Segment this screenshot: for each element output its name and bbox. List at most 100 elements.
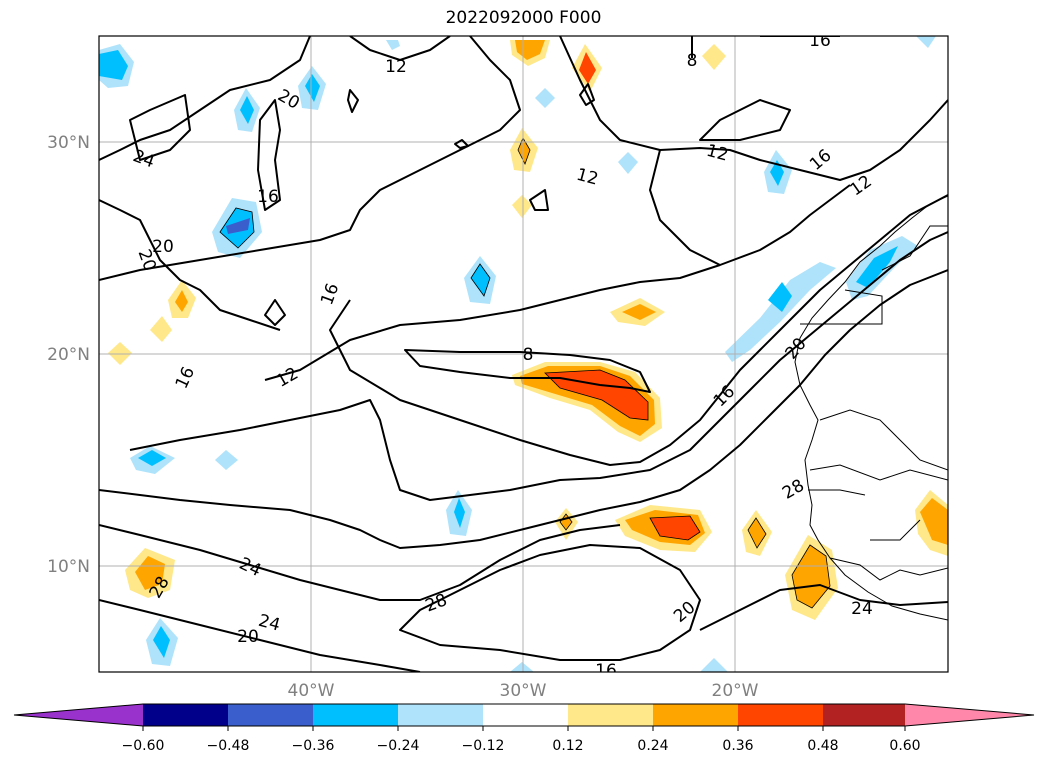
positive-anomaly-s2-peak [650,516,700,540]
positive-anomaly-sw-core [135,556,165,590]
anomaly-outlines [219,137,831,609]
contour-label: 16 [257,187,279,207]
shaded-anomaly-fields [99,36,948,672]
colorbar-segment [313,704,398,726]
lat-label-10n: 10°N [47,557,90,577]
positive-anomaly-w1-core [175,290,188,312]
isoline-24-south [99,599,421,672]
isoline-12-south [329,194,948,466]
negative-anomaly-n7-core [305,74,320,102]
colorbar-tick-label: 0.12 [552,738,583,754]
anomaly-outline-s1 [559,513,573,531]
coastlines [794,195,948,621]
border-4 [809,464,948,481]
negative-anomaly-s6 [700,658,728,672]
page-title: 2022092000 F000 [445,8,602,28]
anomaly-outline-main [544,369,649,421]
contour-label: 8 [523,345,534,365]
colorbar-segment [738,704,823,726]
negative-anomaly-n11-core [770,160,784,186]
isolines [99,36,948,672]
colorbar-tick-label: 0.36 [722,738,753,754]
negative-anomaly-n10 [618,152,638,174]
positive-anomaly-n5-core [622,304,656,320]
isoline-16 [99,36,521,281]
border-7 [870,519,921,541]
negative-anomaly-n12 [386,40,400,50]
isoline-16-inner [129,231,948,501]
negative-anomaly-s7 [510,662,534,672]
lon-label-30w: 30°W [500,681,547,701]
isoline-west-closed [129,94,191,161]
negative-anomaly-n8-core [240,96,254,124]
positive-anomaly-w2 [150,316,172,342]
isoline-ring-2 [264,299,286,326]
negative-anomaly-ne [916,36,936,48]
negative-anomaly-w4-peak [226,218,250,234]
isoline-ring-5 [454,139,469,149]
isoline-24 [99,524,621,601]
negative-anomaly-n9 [535,88,555,108]
isoline-20-nw [99,199,281,331]
colorbar-under-arrow [14,704,143,726]
colorbar: −0.60 −0.48 −0.36 −0.24 −0.12 0.12 0.24 … [13,703,1035,754]
isoline-12-central [264,184,851,381]
map-border [98,35,949,673]
positive-anomaly-n4 [512,195,532,218]
lat-label-20n: 20°N [47,345,90,365]
contour-label: 16 [809,31,831,51]
colorbar-segment [398,704,483,726]
border-6 [829,557,948,581]
colorbar-segment [483,704,568,726]
positive-anomaly-n2-core [579,52,596,84]
isoline-east-loop [699,99,791,141]
border-3 [819,409,948,471]
colorbar-segment [653,704,738,726]
colorbar-segment [568,704,653,726]
anomaly-outline-c1 [470,263,491,297]
contour-label: 8 [687,51,698,71]
isoline-16-north [99,36,311,161]
anomaly-outline-s3 [747,517,767,549]
anomaly-outline-s2 [649,515,701,541]
negative-anomaly-e2-core [768,282,792,312]
contour-label: 16 [595,661,617,681]
coastline-africa [794,195,948,621]
negative-anomaly-w5-core [138,450,166,466]
colorbar-tick-label: −0.36 [292,738,335,754]
lon-label-40w: 40°W [288,681,335,701]
isoline-ring-3 [529,189,549,211]
colorbar-segment [228,704,313,726]
colorbar-tick-label: −0.12 [462,738,505,754]
colorbar-tick-label: 0.60 [889,738,920,754]
colorbar-ticks [142,726,906,731]
colorbar-segment [823,704,905,726]
isoline-12-west [257,99,281,211]
negative-anomaly-s5-core [454,498,465,528]
contour-label: 20 [152,237,174,257]
negative-anomaly-w6 [215,450,238,470]
colorbar-tick-label: 0.48 [807,738,838,754]
negative-anomaly-e2 [725,262,836,362]
colorbar-tick-label: −0.48 [207,738,250,754]
contour-label: 24 [851,599,873,619]
isoline-28-inner [399,544,701,661]
colorbar-tick-label: 0.24 [637,738,668,754]
colorbar-over-arrow [905,704,1034,726]
colorbar-tick-label: −0.24 [377,738,420,754]
contour-label: 20 [237,627,259,647]
anomaly-outline-w4 [219,207,255,249]
isoline-ring-4 [579,83,595,106]
border-5 [808,489,866,496]
colorbar-segment [143,704,228,726]
contour-label: 12 [385,57,407,77]
border-1 [800,289,883,325]
positive-anomaly-n6 [702,44,726,70]
isoline-12-north [349,36,451,61]
lon-label-20w: 20°W [712,681,759,701]
positive-anomaly-s4-core [792,545,830,608]
colorbar-tick-label: −0.60 [122,738,165,754]
negative-anomaly-sw2-core [153,626,170,658]
isoline-ring-1 [347,89,359,113]
